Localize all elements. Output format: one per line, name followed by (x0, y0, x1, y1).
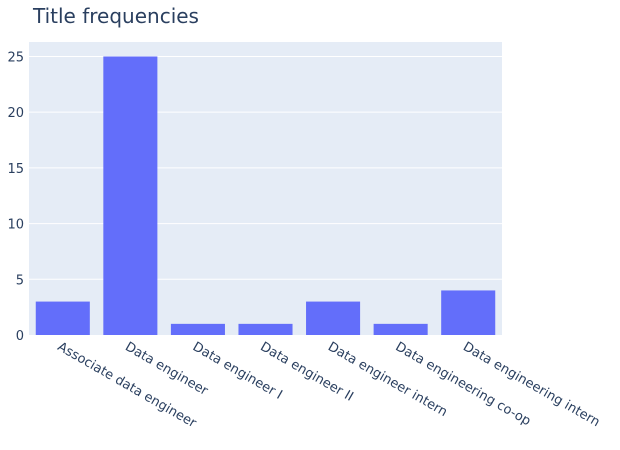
bar (170, 323, 225, 335)
y-tick-label: 5 (16, 273, 24, 288)
y-tick-label: 20 (7, 106, 24, 121)
x-tick-label: Data engineer intern (325, 339, 450, 420)
bar (373, 323, 428, 335)
bar (103, 56, 158, 336)
bar (441, 290, 496, 335)
chart-title: Title frequencies (33, 4, 199, 28)
bar (238, 323, 293, 335)
y-tick-label: 10 (7, 218, 24, 233)
y-tick-label: 25 (7, 50, 24, 65)
bar (306, 301, 361, 335)
plot-background (29, 42, 502, 335)
bars (35, 56, 496, 336)
y-tick-label: 0 (16, 329, 24, 344)
y-axis-ticks: 0 5 10 15 20 25 (7, 50, 24, 344)
y-tick-label: 15 (7, 162, 24, 177)
bar (35, 301, 90, 335)
